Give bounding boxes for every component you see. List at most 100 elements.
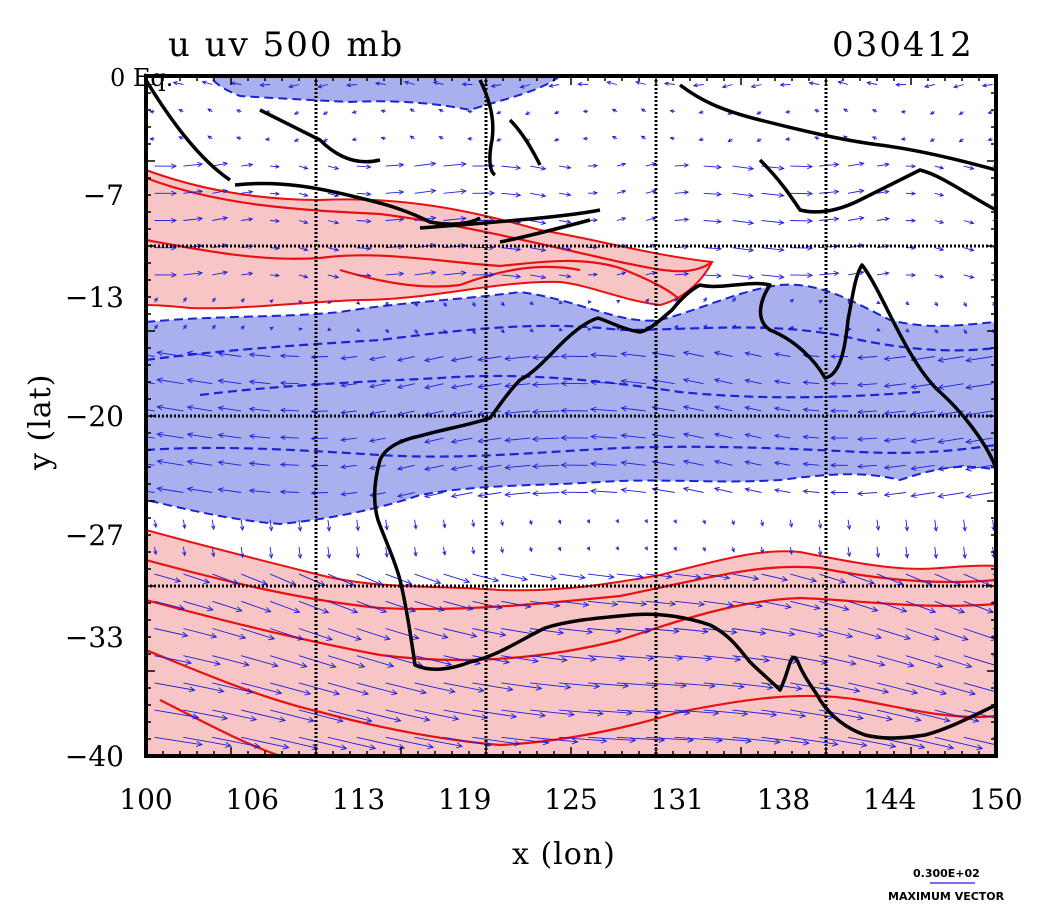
wind-vector	[241, 162, 254, 168]
wind-vector	[937, 492, 964, 499]
wind-vector	[414, 628, 449, 640]
wind-vector	[443, 301, 447, 308]
wind-vector	[424, 464, 444, 472]
wind-vector	[186, 486, 213, 493]
wind-vector	[963, 274, 975, 279]
wind-vector	[992, 682, 996, 685]
wind-vector	[212, 628, 247, 640]
wind-vector	[355, 519, 360, 532]
wind-vector	[443, 709, 489, 721]
wind-vector	[773, 488, 791, 493]
wind-vector	[279, 462, 300, 468]
wind-vector	[819, 216, 840, 222]
wind-vector	[241, 628, 276, 641]
wind-vector	[154, 190, 178, 197]
wind-vector	[326, 546, 332, 560]
wind-vector	[356, 600, 388, 614]
wind-vector	[326, 519, 332, 532]
wind-vector	[703, 218, 722, 224]
wind-vector	[443, 188, 467, 195]
wind-vector	[857, 490, 878, 497]
wind-vector	[802, 488, 820, 494]
wind-vector	[857, 409, 878, 415]
wind-vector	[239, 546, 245, 559]
wind-vector	[559, 655, 597, 662]
wind-vector	[530, 220, 547, 225]
wind-vector	[327, 300, 332, 304]
wind-vector	[713, 378, 733, 385]
wind-vector	[269, 299, 274, 304]
wind-vector	[848, 161, 865, 167]
wind-vector	[644, 519, 648, 524]
wind-vector	[713, 459, 733, 466]
wind-vector	[923, 83, 935, 89]
wind-vector	[443, 270, 467, 276]
wind-vector	[156, 431, 184, 439]
wind-vector	[438, 136, 444, 140]
wind-vector	[789, 546, 794, 556]
wind-vector	[424, 410, 444, 417]
wind-vector	[674, 271, 690, 277]
y-axis-label: y (lat)	[23, 374, 58, 471]
coastline-borneo	[146, 79, 381, 182]
wind-vector	[414, 682, 456, 694]
wind-vector	[790, 600, 821, 611]
wind-vector	[620, 405, 646, 412]
wind-vector	[153, 519, 158, 529]
wind-vector	[156, 350, 184, 357]
wind-vector	[577, 82, 589, 87]
wind-vector	[848, 188, 865, 194]
wind-vector	[438, 108, 444, 113]
wind-vector	[149, 137, 155, 141]
wind-vector	[385, 709, 431, 722]
wind-vector	[217, 378, 242, 385]
wind-vector	[992, 655, 996, 658]
wind-vector	[589, 352, 617, 359]
wind-vector	[702, 519, 706, 525]
wind-vector	[559, 246, 572, 252]
vector-scale-label: MAXIMUM VECTOR	[888, 890, 1005, 903]
wind-vector	[674, 244, 690, 250]
wind-vector	[414, 329, 419, 335]
wind-vector	[356, 164, 372, 170]
x-tick-label: 138	[757, 783, 810, 816]
wind-vector	[905, 328, 910, 333]
wind-vector	[934, 192, 945, 197]
wind-vector	[848, 736, 897, 749]
wind-vector	[248, 460, 271, 467]
wind-vector	[558, 327, 563, 332]
wind-vector	[847, 573, 875, 585]
wind-vector	[477, 437, 502, 444]
y-tick-label: −27	[65, 519, 124, 552]
wind-vector	[761, 628, 796, 637]
wind-vector	[530, 192, 547, 198]
wind-vector	[963, 220, 975, 225]
wind-vector	[414, 188, 437, 194]
wind-vector	[500, 519, 504, 527]
wind-vector	[750, 83, 762, 89]
wind-vector	[297, 546, 303, 560]
wind-vector	[582, 109, 589, 114]
wind-vector	[814, 136, 820, 141]
wind-vector	[876, 271, 890, 276]
wind-vector	[183, 628, 218, 639]
wind-vector	[963, 600, 995, 614]
vector-scale-legend: 0.300E+02 MAXIMUM VECTOR	[888, 867, 1005, 903]
wind-vector	[385, 736, 435, 750]
wind-vector	[424, 356, 444, 363]
wind-vector	[830, 353, 849, 359]
wind-vector	[905, 272, 917, 278]
wind-vector	[424, 437, 444, 444]
wind-vector	[559, 573, 586, 580]
y-tick-label: −7	[83, 179, 124, 212]
wind-vector	[500, 546, 504, 554]
wind-vector	[212, 573, 240, 585]
wind-vector	[761, 274, 785, 280]
wind-vector	[866, 81, 878, 86]
wind-vector	[876, 189, 890, 195]
wind-vector	[876, 682, 919, 695]
wind-vector	[268, 546, 274, 559]
wind-vector	[587, 190, 599, 196]
wind-vector-field	[146, 80, 996, 751]
wind-vector	[640, 135, 647, 140]
